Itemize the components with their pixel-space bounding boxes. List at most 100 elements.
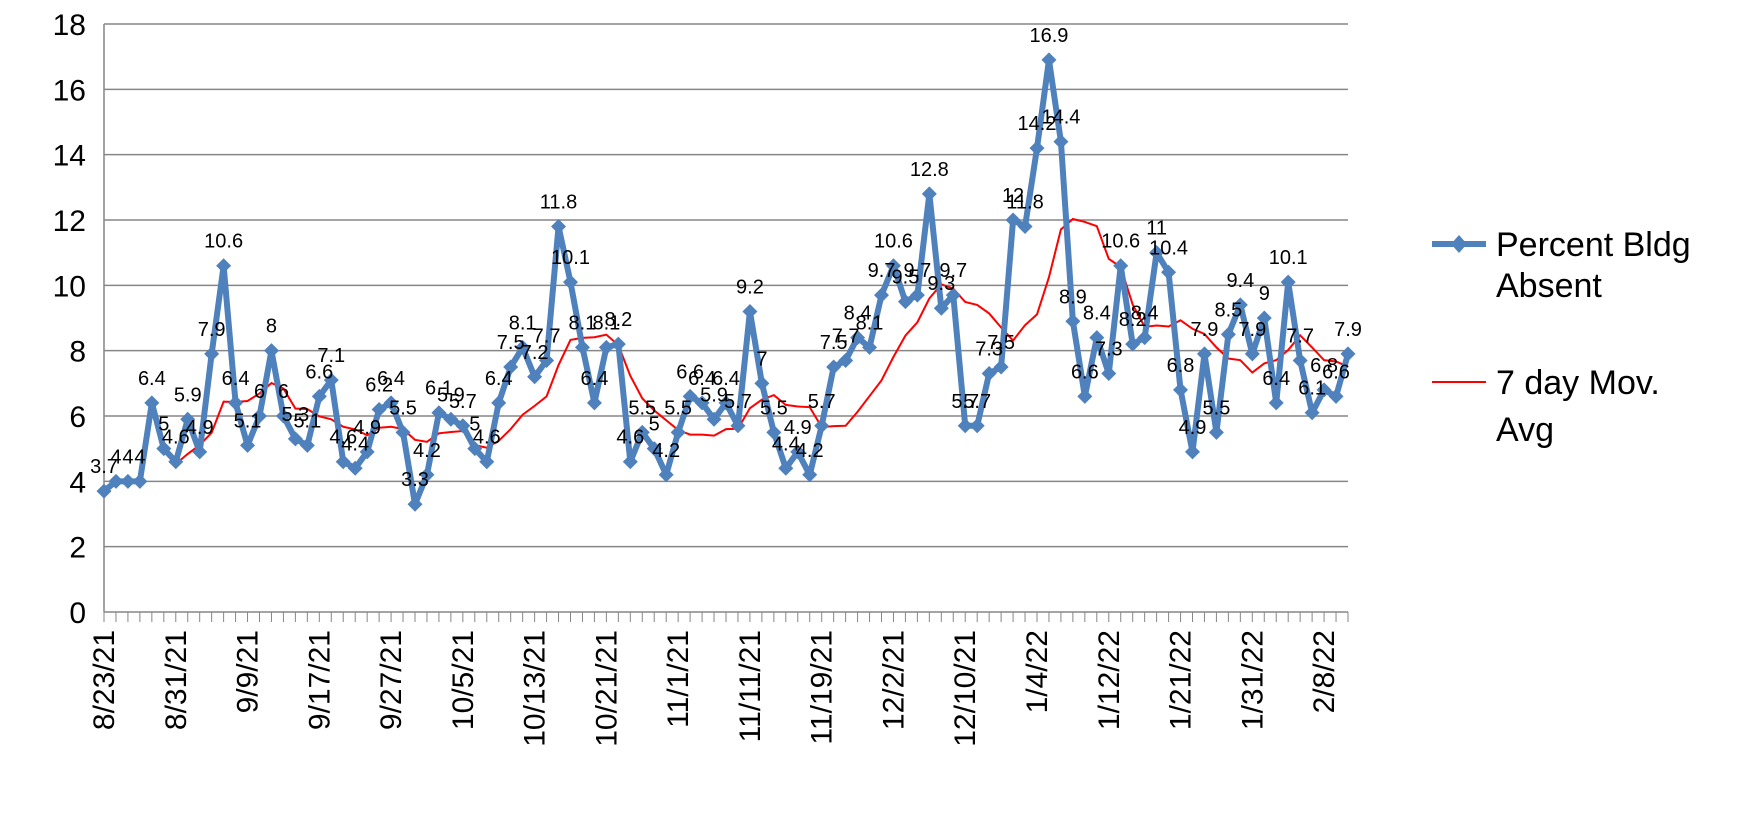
data-point-marker xyxy=(718,395,734,411)
data-label: 9.7 xyxy=(939,260,967,282)
data-point-marker xyxy=(228,395,244,411)
data-point-marker xyxy=(897,294,913,310)
data-point-marker xyxy=(706,411,722,427)
data-label: 14.2 xyxy=(1018,113,1057,135)
data-label: 4 xyxy=(122,446,133,468)
data-point-marker xyxy=(993,359,1009,375)
data-label: 9.4 xyxy=(1226,270,1254,292)
data-point-marker xyxy=(132,473,148,489)
data-label: 14.4 xyxy=(1041,107,1080,129)
data-label: 8.4 xyxy=(844,303,872,325)
data-point-marker xyxy=(1220,326,1236,342)
data-label: 5.9 xyxy=(174,384,202,406)
data-label: 7.3 xyxy=(1095,339,1123,361)
data-label: 4 xyxy=(110,446,121,468)
data-label: 5.3 xyxy=(281,404,309,426)
data-label: 4.6 xyxy=(329,427,357,449)
data-label: 9.7 xyxy=(868,260,896,282)
data-label: 7.9 xyxy=(1238,319,1266,341)
data-label: 12 xyxy=(1002,185,1024,207)
data-point-marker xyxy=(574,339,590,355)
data-point-marker xyxy=(885,258,901,274)
data-label: 8.5 xyxy=(1214,299,1242,321)
data-point-marker xyxy=(814,418,830,434)
data-point-marker xyxy=(826,359,842,375)
data-point-marker xyxy=(180,411,196,427)
data-label: 7.1 xyxy=(317,345,345,367)
data-point-marker xyxy=(646,441,662,457)
data-label: 7.9 xyxy=(1191,319,1219,341)
data-point-marker xyxy=(1017,219,1033,235)
data-point-marker xyxy=(347,460,363,476)
data-point-marker xyxy=(371,401,387,417)
data-label: 5.5 xyxy=(760,397,788,419)
data-label: 5.7 xyxy=(808,391,836,413)
x-tick-label: 2/8/22 xyxy=(1308,630,1341,713)
data-point-marker xyxy=(539,352,555,368)
y-tick-label: 12 xyxy=(53,205,86,238)
x-tick-label: 11/1/21 xyxy=(662,630,695,728)
y-tick-label: 6 xyxy=(69,401,86,434)
data-point-marker xyxy=(682,388,698,404)
data-label: 6.4 xyxy=(712,368,740,390)
y-tick-label: 0 xyxy=(69,597,86,630)
data-point-marker xyxy=(730,418,746,434)
data-label: 6.1 xyxy=(1298,378,1326,400)
data-point-marker xyxy=(586,395,602,411)
data-point-marker xyxy=(108,473,124,489)
data-point-marker xyxy=(96,483,112,499)
data-label: 6.4 xyxy=(581,368,609,390)
data-label: 3.7 xyxy=(90,456,118,478)
data-point-marker xyxy=(1149,245,1165,261)
data-point-marker xyxy=(551,219,567,235)
data-label: 7.9 xyxy=(1334,319,1362,341)
x-tick-label: 12/10/21 xyxy=(949,630,982,747)
data-label: 6.4 xyxy=(688,368,716,390)
data-point-marker xyxy=(1089,330,1105,346)
data-label: 7.7 xyxy=(1286,325,1314,347)
data-point-marker xyxy=(909,287,925,303)
x-axis: 8/23/21 8/31/21 9/9/21 9/17/21 9/27/21 10/5/2… xyxy=(88,611,1349,747)
data-label: 9 xyxy=(1259,283,1270,305)
data-point-marker xyxy=(874,287,889,303)
data-point-marker xyxy=(1065,313,1081,329)
data-label: 5.5 xyxy=(1203,397,1231,419)
data-label: 7.7 xyxy=(533,325,561,347)
data-point-marker xyxy=(658,467,674,483)
data-point-marker xyxy=(790,444,806,460)
data-label: 5.7 xyxy=(951,391,979,413)
data-point-marker xyxy=(610,336,626,352)
data-point-marker xyxy=(407,496,423,512)
data-point-marker xyxy=(359,444,375,460)
x-tick-label: 9/17/21 xyxy=(303,630,336,730)
data-point-marker xyxy=(1328,388,1344,404)
legend-label-percent-absent-line2: Absent xyxy=(1496,267,1602,305)
data-point-marker xyxy=(419,467,435,483)
data-point-marker xyxy=(527,369,543,385)
data-label: 4 xyxy=(134,446,145,468)
data-label: 4.9 xyxy=(186,417,214,439)
data-label: 8.1 xyxy=(509,312,537,334)
data-point-marker xyxy=(275,408,291,424)
data-label: 6.2 xyxy=(365,374,393,396)
legend-label-moving-average-line1: 7 day Mov. xyxy=(1496,364,1660,402)
data-point-marker xyxy=(933,300,949,316)
data-label: 7.5 xyxy=(987,332,1015,354)
data-label: 4.4 xyxy=(772,433,800,455)
data-label: 6.6 xyxy=(305,361,333,383)
x-tick-label: 10/21/21 xyxy=(590,630,623,747)
legend-label-moving-average-line2: Avg xyxy=(1496,411,1554,449)
data-label: 5.5 xyxy=(628,397,656,419)
data-point-marker xyxy=(1173,382,1189,398)
data-label: 8.1 xyxy=(856,312,884,334)
data-label: 6.4 xyxy=(138,368,166,390)
data-point-marker xyxy=(1280,274,1296,290)
percent-absent-series xyxy=(96,52,1356,512)
data-label: 5.5 xyxy=(389,397,417,419)
y-tick-label: 10 xyxy=(53,270,86,303)
data-label: 10.6 xyxy=(204,231,243,253)
data-point-marker xyxy=(515,339,531,355)
data-point-marker xyxy=(479,454,495,470)
data-label: 7.9 xyxy=(198,319,226,341)
data-label: 6.4 xyxy=(485,368,513,390)
